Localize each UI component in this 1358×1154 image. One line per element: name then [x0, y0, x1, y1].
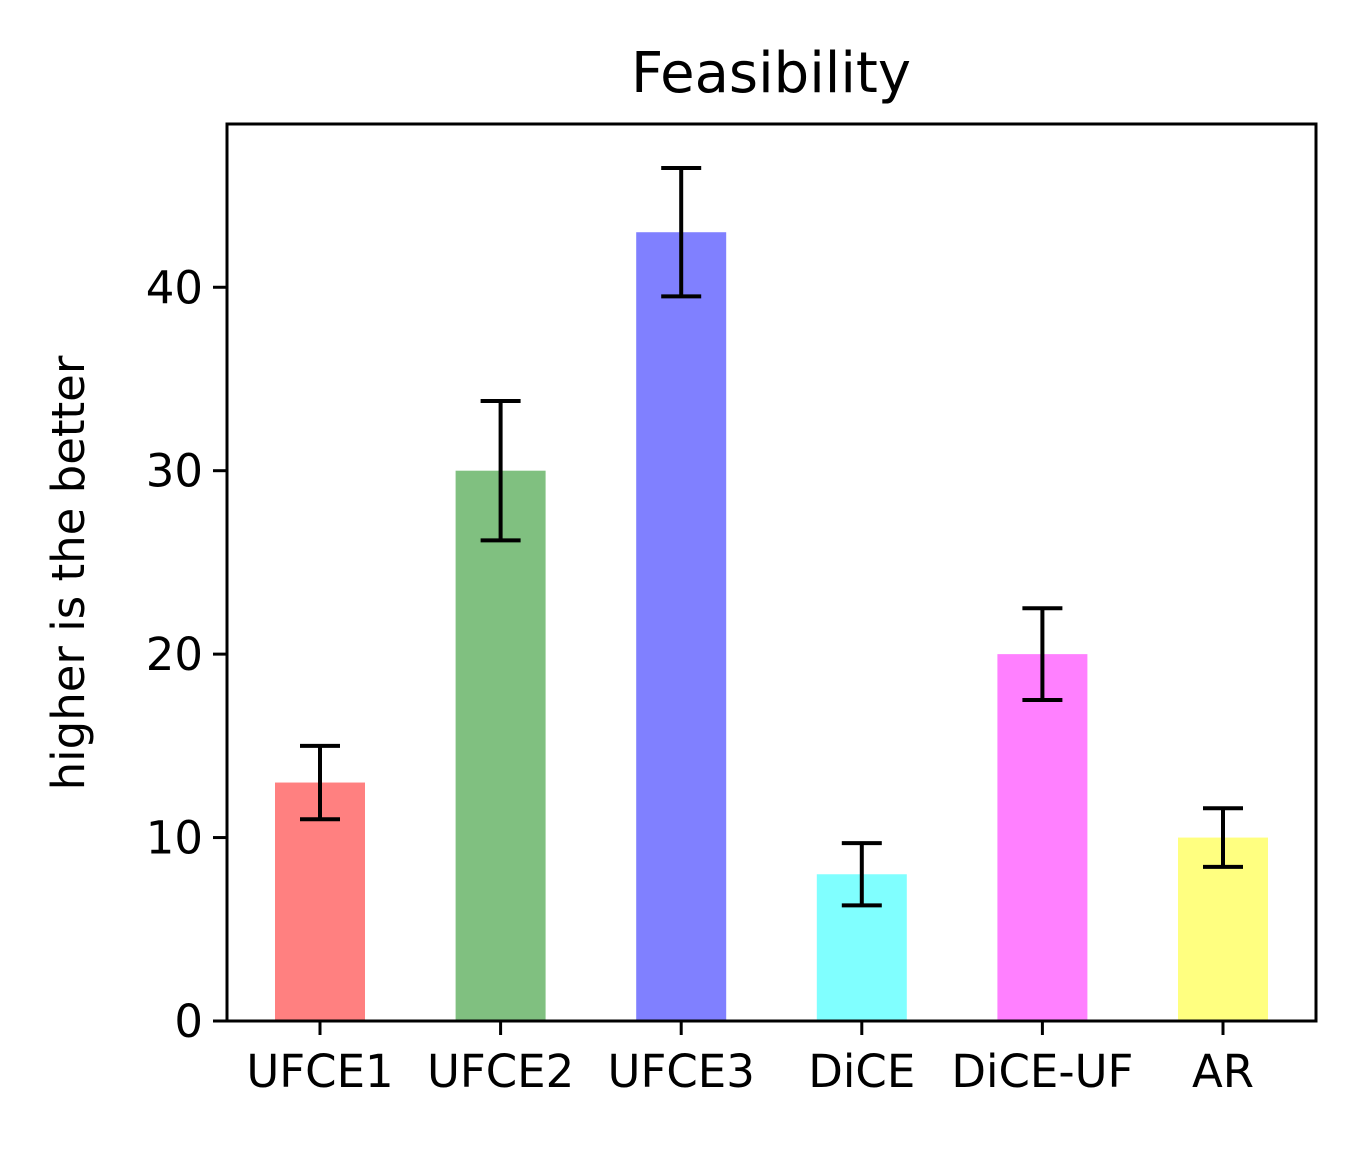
x-tick-label: UFCE2	[427, 1045, 574, 1098]
error-bar-ufce1	[300, 743, 340, 822]
x-axis: UFCE1 UFCE2 UFCE3 DiCE DiCE-UF AR	[246, 1021, 1254, 1098]
y-tick-label: 30	[146, 445, 203, 498]
error-bar-ufce2	[480, 398, 521, 543]
error-bar-ufce3	[661, 166, 702, 299]
y-axis-label: higher is the better	[42, 355, 95, 790]
bar-ufce1	[275, 782, 365, 1021]
bars-group	[275, 232, 1268, 1021]
bar-ufce2	[455, 470, 546, 1021]
error-bar-dice	[841, 841, 882, 908]
plot-frame	[225, 122, 1318, 1023]
y-tick-label: 20	[146, 628, 203, 681]
bar-ufce3	[636, 232, 727, 1021]
error-bars-group	[300, 166, 1243, 908]
chart-title: Feasibility	[631, 41, 911, 106]
x-tick-label: UFCE3	[608, 1045, 755, 1098]
y-tick-label: 40	[146, 261, 203, 314]
y-axis: 0 10 20 30 40	[146, 261, 227, 1048]
y-tick-label: 10	[146, 812, 203, 865]
x-tick-label: AR	[1192, 1045, 1254, 1098]
bar-dice-uf	[997, 654, 1088, 1021]
x-tick-label: DiCE	[808, 1045, 915, 1098]
y-tick-label: 0	[174, 995, 203, 1048]
error-bar-dice-uf	[1022, 606, 1063, 702]
x-tick-label: UFCE1	[246, 1045, 393, 1098]
error-bar-ar	[1203, 806, 1243, 869]
x-tick-label: DiCE-UF	[951, 1045, 1133, 1098]
